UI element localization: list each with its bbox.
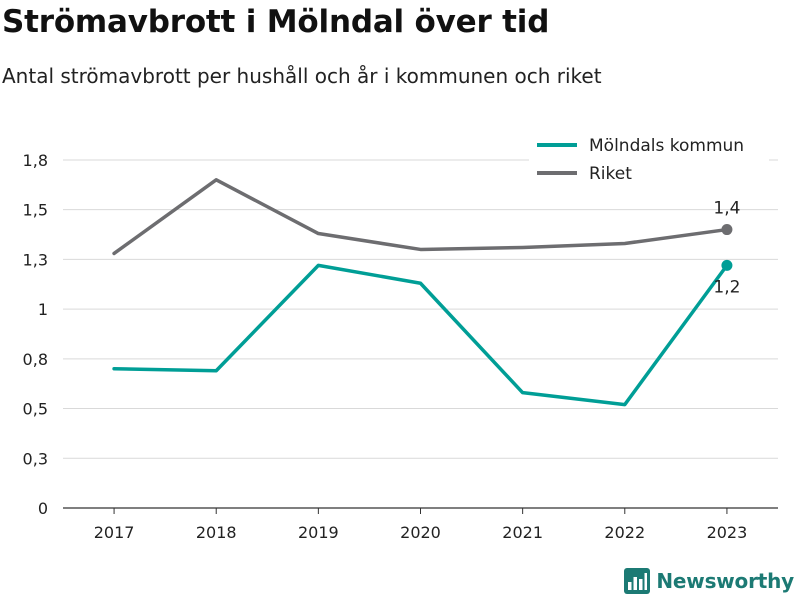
x-tick-label: 2021	[502, 523, 543, 542]
y-tick-label: 1,5	[23, 201, 48, 220]
legend-box	[529, 127, 769, 185]
y-tick-label: 0,5	[23, 400, 48, 419]
legend-label: Riket	[589, 164, 632, 184]
brand: Newsworthy	[624, 568, 794, 594]
series-end-point	[721, 224, 733, 236]
x-tick-label: 2023	[707, 523, 748, 542]
y-tick-label: 0	[38, 499, 48, 518]
line-chart: 0 0,3 0,5 0,8 1 1,3 1,5 1,8 2017 2018 2019 2020 2021…	[22, 127, 778, 542]
series-line-riket	[112, 178, 729, 256]
legend-label: Mölndals kommun	[589, 136, 744, 156]
x-tick-label: 2022	[604, 523, 645, 542]
y-tick-label: 1,8	[23, 151, 48, 170]
y-tick-label: 0,8	[23, 350, 48, 369]
chart-subtitle: Antal strömavbrott per hushåll och år i …	[2, 64, 602, 88]
x-tick-label: 2020	[400, 523, 441, 542]
x-tick-label: 2018	[196, 523, 237, 542]
x-tick-label: 2017	[94, 523, 135, 542]
y-tick-label: 1,3	[23, 250, 48, 269]
series-end-label: 1,2	[713, 277, 740, 297]
newsworthy-logo-icon	[624, 568, 651, 594]
chart-title: Strömavbrott i Mölndal över tid	[2, 4, 550, 40]
series-line-molndal	[112, 263, 729, 407]
y-tick-label: 0,3	[23, 449, 48, 468]
brand-name: Newsworthy	[656, 569, 794, 593]
y-tick-label: 1	[38, 300, 48, 319]
x-tick-label: 2019	[298, 523, 339, 542]
series-end-label: 1,4	[713, 199, 740, 219]
series-end-point	[721, 259, 733, 271]
